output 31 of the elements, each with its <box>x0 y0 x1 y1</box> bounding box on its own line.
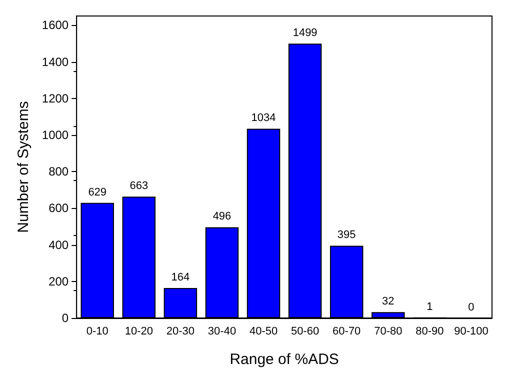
y-tick-label: 1400 <box>42 54 69 69</box>
data-label: 32 <box>382 296 394 308</box>
data-label: 0 <box>468 302 474 314</box>
y-tick-label: 1000 <box>42 128 69 142</box>
y-tick-label: 1600 <box>42 18 69 32</box>
y-axis-title: Number of Systems <box>15 101 32 233</box>
data-label: 164 <box>171 271 190 284</box>
x-tick-label: 70-80 <box>374 326 402 338</box>
data-label: 629 <box>88 186 107 198</box>
y-tick-label: 600 <box>48 201 69 216</box>
y-tick-label: 800 <box>48 164 69 179</box>
x-axis-title: Range of %ADS <box>230 351 339 368</box>
y-tick-label: 0 <box>62 311 69 325</box>
y-tick-label: 1200 <box>42 91 69 106</box>
x-tick-label: 60-70 <box>332 326 361 338</box>
data-label: 1499 <box>292 27 318 40</box>
x-tick-label: 20-30 <box>166 326 195 338</box>
x-tick-label: 80-90 <box>416 326 444 338</box>
data-label: 1034 <box>251 112 276 124</box>
data-label: 663 <box>130 180 148 192</box>
y-tick-label: 400 <box>48 238 69 252</box>
data-label: 1 <box>426 300 433 313</box>
x-tick-label: 50-60 <box>291 326 320 338</box>
x-tick-label: 40-50 <box>249 326 278 338</box>
x-tick-label: 0-10 <box>86 326 108 338</box>
x-tick-label: 10-20 <box>124 326 153 338</box>
x-tick-label: 90-100 <box>454 326 488 338</box>
data-label: 496 <box>212 210 232 223</box>
data-label: 395 <box>337 229 356 242</box>
x-tick-label: 30-40 <box>208 326 236 338</box>
y-tick-label: 200 <box>48 274 69 288</box>
